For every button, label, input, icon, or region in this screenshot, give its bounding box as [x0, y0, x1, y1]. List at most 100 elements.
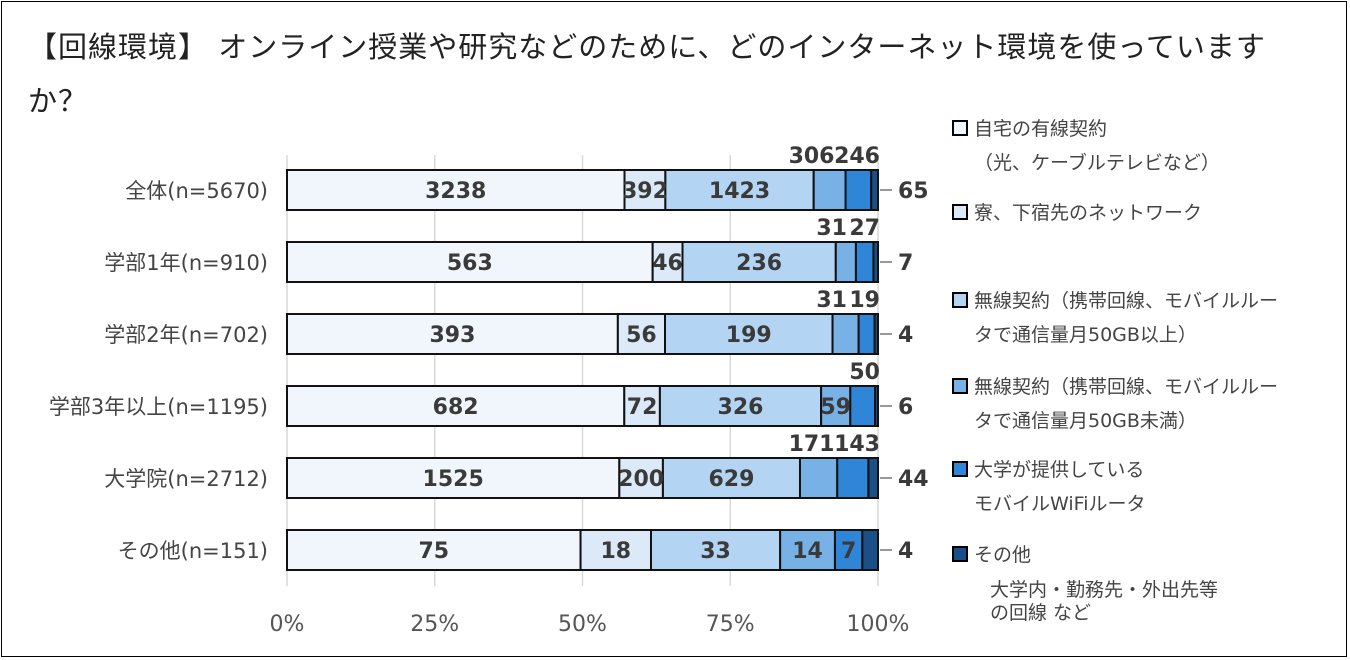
bar-segment — [861, 529, 879, 571]
data-label: 3238 — [425, 179, 486, 204]
bar-segment — [658, 385, 823, 427]
bar-segment — [812, 169, 847, 211]
x-tick-label: 100% — [847, 612, 910, 637]
bar-segment — [872, 241, 880, 283]
bar-segment — [664, 169, 815, 211]
legend-label: 寮、下宿先のネットワーク — [974, 202, 1203, 224]
bar-segment — [286, 457, 621, 499]
bar-segment — [286, 313, 619, 355]
category-label: 学部2年(n=702) — [104, 323, 268, 347]
bar-segment — [867, 457, 879, 499]
data-label: 393 — [429, 323, 475, 348]
data-label: 44 — [898, 467, 929, 492]
data-label: 18 — [600, 539, 631, 564]
legend-label-sub: タで通信量月50GB未満） — [974, 410, 1197, 432]
bar-segment — [844, 169, 873, 211]
x-tick-label: 25% — [410, 612, 459, 637]
data-label: 629 — [708, 467, 754, 492]
data-label: 4 — [898, 539, 913, 564]
bar-segment — [779, 529, 836, 571]
data-label: 75 — [418, 539, 449, 564]
chart-title: 【回線環境】 オンライン授業や研究などのために、どのインターネット環境を使ってい… — [28, 30, 1266, 118]
data-label: 7 — [841, 539, 856, 564]
legend-swatch — [952, 378, 968, 394]
data-label: 6 — [898, 395, 913, 420]
legend-label: 自宅の有線契約 — [974, 118, 1108, 140]
data-label: 33 — [700, 539, 731, 564]
legend-label-sub: タで通信量月50GB以上） — [974, 324, 1197, 346]
data-label: 56 — [626, 323, 657, 348]
bar-segment — [286, 529, 582, 571]
bar-segment — [870, 169, 879, 211]
data-label: 72 — [627, 395, 658, 420]
legend-label-sub: モバイルWiFiルータ — [974, 493, 1146, 515]
data-label: 4 — [898, 323, 913, 348]
bar-segment — [623, 169, 667, 211]
bar-segment — [820, 385, 852, 427]
bar-segment — [831, 313, 860, 355]
data-label: 59 — [820, 395, 851, 420]
legend-label: 無線契約（携帯回線、モバイルルー — [974, 290, 1279, 312]
legend-item-wireless-50gb-plus: 無線契約（携帯回線、モバイルルー タで通信量月50GB以上） — [952, 284, 1278, 352]
bar-segment — [579, 529, 652, 571]
legend-swatch — [952, 120, 968, 136]
data-label: 1525 — [423, 467, 484, 492]
legend-item-other: その他 大学内・勤務先・外出先等 の回線 など — [952, 538, 1218, 624]
bar-segment — [661, 457, 801, 499]
data-label: 200 — [618, 467, 664, 492]
data-label: 50 — [849, 360, 880, 385]
data-label: 1423 — [709, 179, 770, 204]
legend-label-sub: の回線 など — [990, 602, 1092, 624]
bar-segment — [798, 457, 839, 499]
x-tick-label: 0% — [270, 612, 305, 637]
bar-segment — [618, 457, 664, 499]
legend-swatch — [952, 546, 968, 562]
legend-swatch — [952, 204, 968, 220]
bar-segment — [286, 169, 626, 211]
category-label: 全体(n=5670) — [125, 179, 268, 203]
bar-segment — [649, 529, 782, 571]
data-label: 31 — [816, 216, 847, 241]
bar-segment — [834, 241, 857, 283]
data-label: 27 — [849, 216, 880, 241]
bar-segment — [623, 385, 661, 427]
bar-segment — [849, 385, 877, 427]
data-label: 682 — [433, 395, 479, 420]
data-label: 326 — [718, 395, 764, 420]
category-label: 学部1年(n=910) — [104, 251, 268, 275]
data-label: 246 — [834, 144, 880, 169]
data-label: 171 — [789, 432, 835, 457]
bar-segment — [616, 313, 667, 355]
data-label: 199 — [726, 323, 772, 348]
legend-label: 大学が提供している — [974, 459, 1145, 481]
data-label: 46 — [652, 251, 683, 276]
data-label: 236 — [736, 251, 782, 276]
bar-segment — [874, 385, 880, 427]
category-label: 大学院(n=2712) — [104, 467, 268, 491]
data-label: 143 — [834, 432, 880, 457]
legend-swatch — [952, 461, 968, 477]
legend-label-sub: 大学内・勤務先・外出先等 — [990, 579, 1219, 601]
data-label: 19 — [849, 288, 880, 313]
data-label: 563 — [447, 251, 493, 276]
legend-item-university-wifi: 大学が提供している モバイルWiFiルータ — [952, 453, 1145, 521]
legend-label: その他 — [974, 544, 1032, 566]
data-label: 392 — [622, 179, 668, 204]
legend-swatch — [952, 292, 968, 308]
bar-segment — [836, 457, 870, 499]
bar-segment — [854, 241, 875, 283]
data-label: 14 — [792, 539, 823, 564]
x-tick-label: 50% — [558, 612, 607, 637]
bar-segment — [857, 313, 876, 355]
legend-label-sub: （光、ケーブルテレビなど） — [974, 152, 1220, 174]
category-label: 学部3年以上(n=1195) — [49, 395, 268, 419]
legend-label: 無線契約（携帯回線、モバイルルー — [974, 376, 1279, 398]
legend-item-dorm: 寮、下宿先のネットワーク — [952, 196, 1202, 230]
data-label: 31 — [816, 288, 847, 313]
bar-segment — [681, 241, 837, 283]
legend-item-wireless-under-50gb: 無線契約（携帯回線、モバイルルー タで通信量月50GB未満） — [952, 370, 1278, 438]
data-label: 306 — [789, 144, 835, 169]
bar-segment — [873, 313, 880, 355]
